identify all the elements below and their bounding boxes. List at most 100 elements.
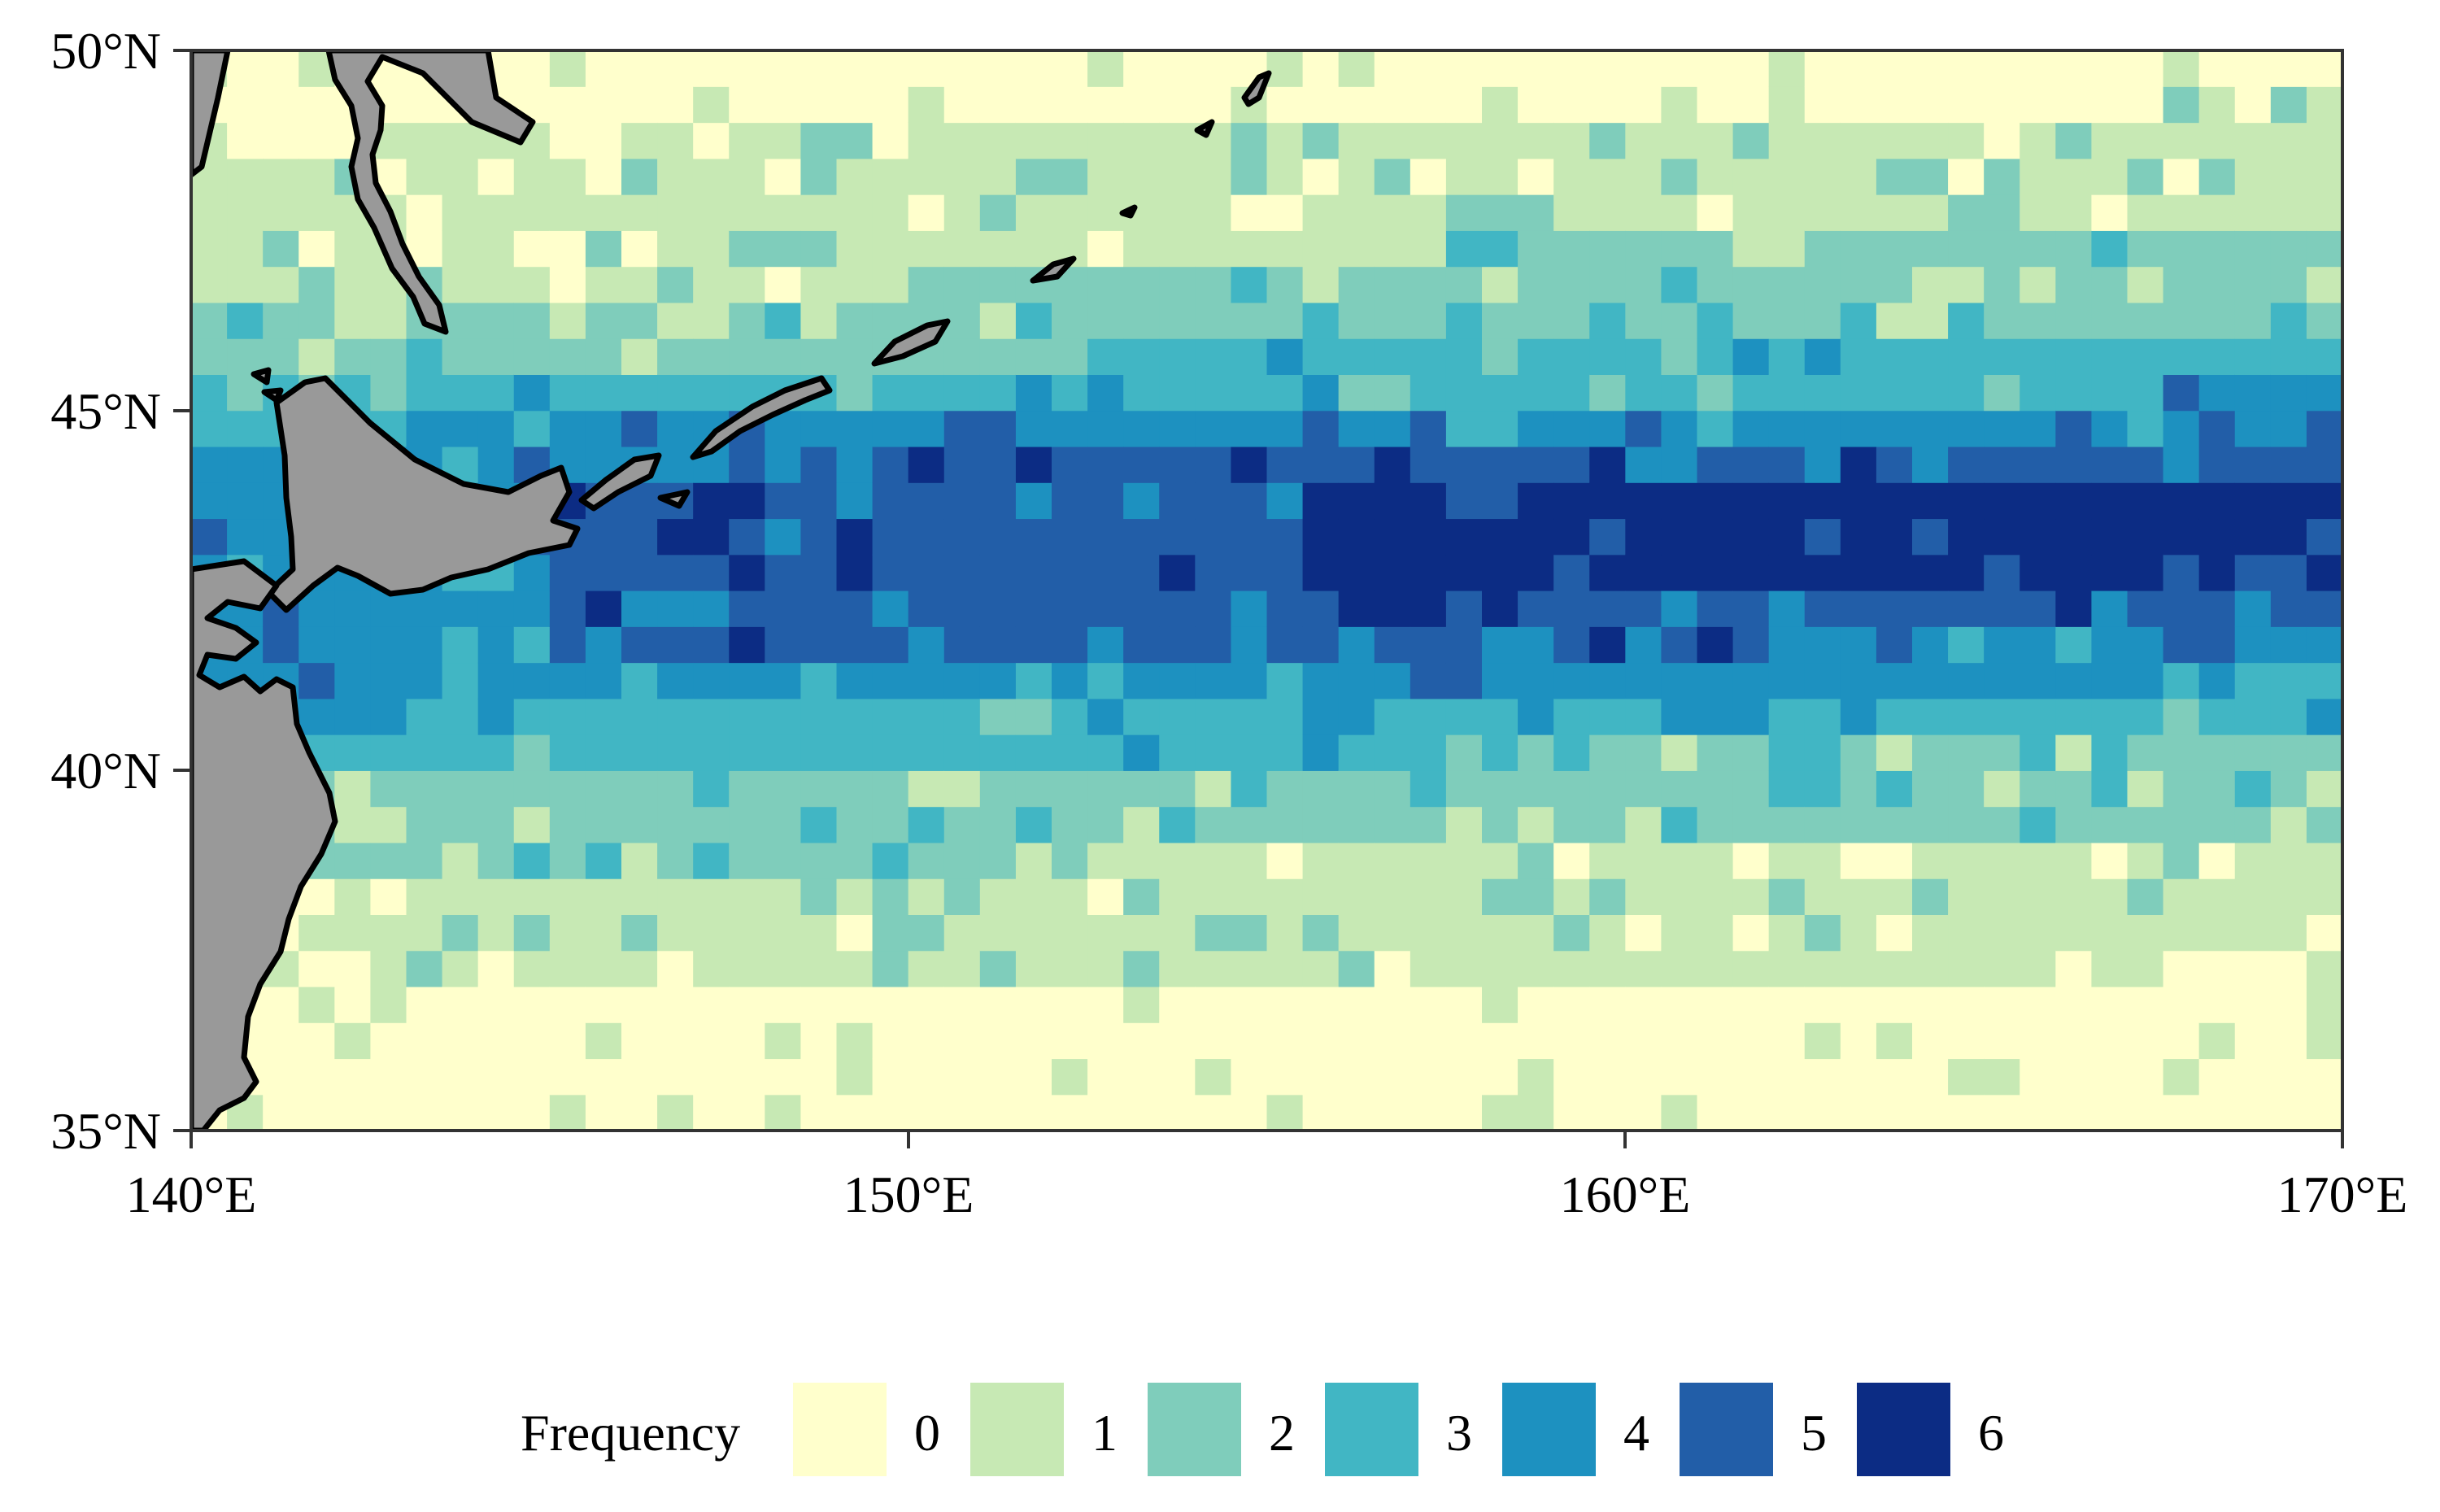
frequency-cell <box>2270 410 2307 447</box>
frequency-cell <box>729 806 765 843</box>
frequency-cell <box>1231 950 1268 987</box>
frequency-cell <box>513 878 551 915</box>
frequency-cell <box>657 266 694 303</box>
frequency-cell <box>227 158 264 195</box>
frequency-cell <box>1768 734 1806 771</box>
frequency-cell <box>477 626 515 664</box>
frequency-cell <box>513 1022 551 1060</box>
frequency-cell <box>1625 590 1662 627</box>
frequency-cell <box>872 1058 909 1096</box>
frequency-cell <box>298 986 335 1023</box>
frequency-cell <box>1553 122 1590 159</box>
frequency-cell <box>585 986 622 1023</box>
frequency-cell <box>872 986 909 1023</box>
frequency-cell <box>693 1058 730 1096</box>
frequency-cell <box>1482 482 1518 520</box>
frequency-cell <box>1876 986 1913 1023</box>
frequency-cell <box>836 662 874 699</box>
frequency-cell <box>2055 770 2093 808</box>
frequency-cell <box>1912 626 1949 664</box>
frequency-cell <box>1589 1022 1626 1060</box>
frequency-cell <box>1302 50 1340 87</box>
frequency-cell <box>1876 626 1913 664</box>
frequency-cell <box>2091 50 2128 87</box>
frequency-cell <box>1015 410 1052 447</box>
frequency-cell <box>2127 734 2164 771</box>
frequency-cell <box>1266 194 1304 231</box>
frequency-cell <box>1374 986 1411 1023</box>
frequency-cell <box>1589 338 1626 375</box>
legend-swatch <box>1148 1383 1241 1476</box>
frequency-cell <box>621 230 658 268</box>
frequency-cell <box>1410 626 1447 664</box>
frequency-cell <box>1804 86 1841 124</box>
frequency-cell <box>2127 302 2164 339</box>
frequency-cell <box>943 266 981 303</box>
frequency-cell <box>1589 986 1626 1023</box>
frequency-cell <box>1123 590 1160 627</box>
frequency-cell <box>836 86 874 124</box>
frequency-cell <box>298 194 335 231</box>
frequency-cell <box>2020 1058 2056 1096</box>
frequency-cell <box>1876 842 1913 879</box>
frequency-cell <box>406 1022 443 1060</box>
frequency-cell <box>2270 50 2307 87</box>
land-kunashir <box>578 452 662 512</box>
frequency-cell <box>334 842 372 879</box>
frequency-cell <box>1482 806 1518 843</box>
frequency-cell <box>1912 518 1949 556</box>
frequency-cell <box>872 374 909 412</box>
frequency-cell <box>943 1058 981 1096</box>
frequency-cell <box>693 914 730 952</box>
frequency-cell <box>1338 734 1375 771</box>
frequency-cell <box>1553 662 1590 699</box>
frequency-cell <box>2234 986 2272 1023</box>
frequency-cell <box>1087 446 1124 483</box>
frequency-cell <box>406 914 443 952</box>
frequency-cell <box>1912 1094 1949 1131</box>
frequency-cell <box>1374 1058 1411 1096</box>
frequency-cell <box>1445 626 1483 664</box>
frequency-cell <box>765 122 802 159</box>
frequency-cell <box>2163 374 2200 412</box>
frequency-cell <box>2091 122 2128 159</box>
frequency-cell <box>1410 698 1447 735</box>
frequency-cell <box>477 734 515 771</box>
frequency-cell <box>908 230 945 268</box>
frequency-cell <box>2091 914 2128 952</box>
frequency-cell <box>1518 770 1554 808</box>
frequency-cell <box>1804 158 1841 195</box>
frequency-cell <box>1697 230 1734 268</box>
land-simushir <box>1030 255 1077 284</box>
frequency-cell <box>1912 230 1949 268</box>
land-honshu <box>191 558 338 1131</box>
frequency-cell <box>872 698 909 735</box>
frequency-cell <box>1338 194 1375 231</box>
frequency-cell <box>1338 950 1375 987</box>
frequency-cell <box>2020 122 2056 159</box>
frequency-cell <box>2270 1058 2307 1096</box>
frequency-cell <box>1589 302 1626 339</box>
frequency-cell <box>872 86 909 124</box>
frequency-cell <box>370 1058 407 1096</box>
frequency-cell <box>1482 194 1518 231</box>
frequency-cell <box>1231 302 1268 339</box>
frequency-cell <box>1482 374 1518 412</box>
frequency-cell <box>765 230 802 268</box>
frequency-cell <box>227 410 264 447</box>
frequency-cell <box>657 590 694 627</box>
x-tick-label: 150°E <box>843 1166 974 1223</box>
frequency-cell <box>1732 950 1770 987</box>
frequency-cell <box>800 302 838 339</box>
frequency-cell <box>1123 230 1160 268</box>
frequency-cell <box>1518 554 1554 591</box>
frequency-cell <box>1159 158 1196 195</box>
frequency-cell <box>1087 554 1124 591</box>
frequency-cell <box>1374 158 1411 195</box>
frequency-cell <box>693 590 730 627</box>
frequency-cell <box>2234 770 2272 808</box>
frequency-cell <box>1159 194 1196 231</box>
frequency-cell <box>1410 374 1447 412</box>
frequency-cell <box>836 626 874 664</box>
frequency-cell <box>1231 1022 1268 1060</box>
